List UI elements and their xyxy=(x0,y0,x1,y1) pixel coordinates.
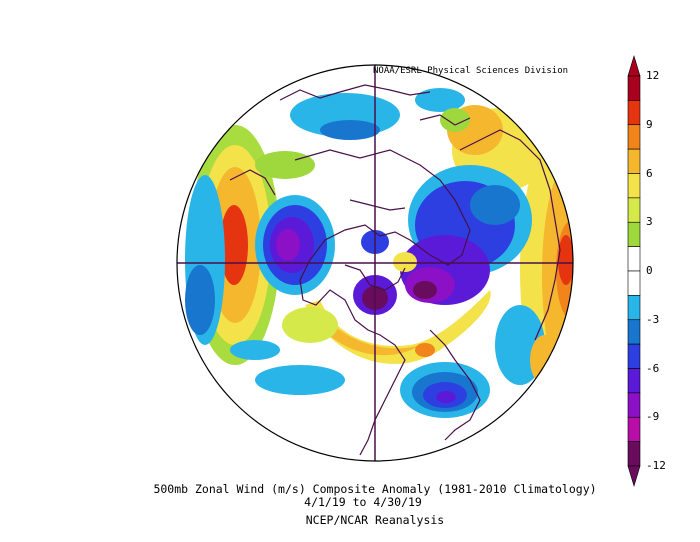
colorbar-swatch xyxy=(627,197,641,223)
colorbar-tick-label: 3 xyxy=(646,215,653,229)
colorbar-top-arrow xyxy=(627,54,641,77)
colorbar-swatch xyxy=(627,319,641,345)
colorbar-swatch xyxy=(627,173,641,199)
colorbar-swatch xyxy=(627,221,641,247)
colorbar-swatch xyxy=(627,124,641,150)
colorbar-swatch xyxy=(627,343,641,369)
colorbar-swatch xyxy=(627,270,641,296)
colorbar-tick-label: 0 xyxy=(646,264,653,277)
colorbar-swatch xyxy=(627,148,641,174)
colorbar-swatch xyxy=(627,392,641,418)
colorbar-swatch xyxy=(627,368,641,394)
anomaly-field xyxy=(177,65,573,461)
colorbar-swatch xyxy=(627,295,641,321)
caption-dates: 4/1/19 to 4/30/19 xyxy=(304,495,422,509)
colorbar-swatch xyxy=(627,246,641,272)
map-boundary xyxy=(176,64,574,462)
colorbar-swatch xyxy=(627,416,641,442)
colorbar-swatch xyxy=(627,75,641,101)
colorbar-tick-label: 6 xyxy=(646,166,653,180)
colorbar xyxy=(627,54,641,488)
colorbar-swatch xyxy=(627,100,641,126)
colorbar-tick-label: -3 xyxy=(646,312,660,326)
caption-title: 500mb Zonal Wind (m/s) Composite Anomaly… xyxy=(153,482,597,496)
colorbar-tick-label: -6 xyxy=(646,361,660,375)
colorbar-bottom-arrow xyxy=(627,465,641,488)
credit-text: NOAA/ESRL Physical Sciences Division xyxy=(373,66,569,76)
colorbar-tick-label: -9 xyxy=(646,410,660,424)
colorbar-tick-label: -12 xyxy=(646,459,666,472)
colorbar-swatch xyxy=(627,441,641,467)
coastlines xyxy=(229,84,561,456)
colorbar-tick-label: 12 xyxy=(646,69,660,82)
colorbar-tick-label: 9 xyxy=(646,117,653,131)
caption-source: NCEP/NCAR Reanalysis xyxy=(305,513,445,527)
